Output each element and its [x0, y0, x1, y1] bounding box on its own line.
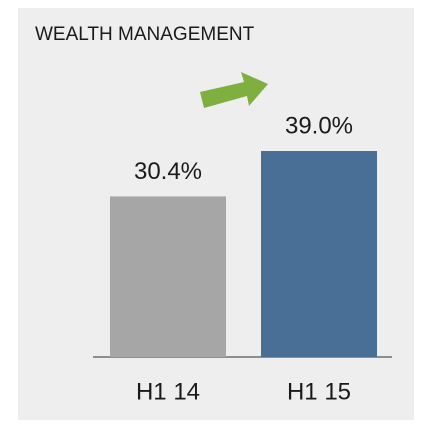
growth-arrow [200, 72, 268, 108]
x-tick-label: H1 15 [287, 378, 351, 405]
value-label: 30.4% [134, 158, 202, 185]
value-label: 39.0% [285, 112, 353, 139]
x-tick-label: H1 14 [136, 378, 200, 405]
chart-title: WEALTH MANAGEMENT [35, 24, 255, 45]
bar [110, 196, 226, 357]
bar [261, 151, 377, 357]
